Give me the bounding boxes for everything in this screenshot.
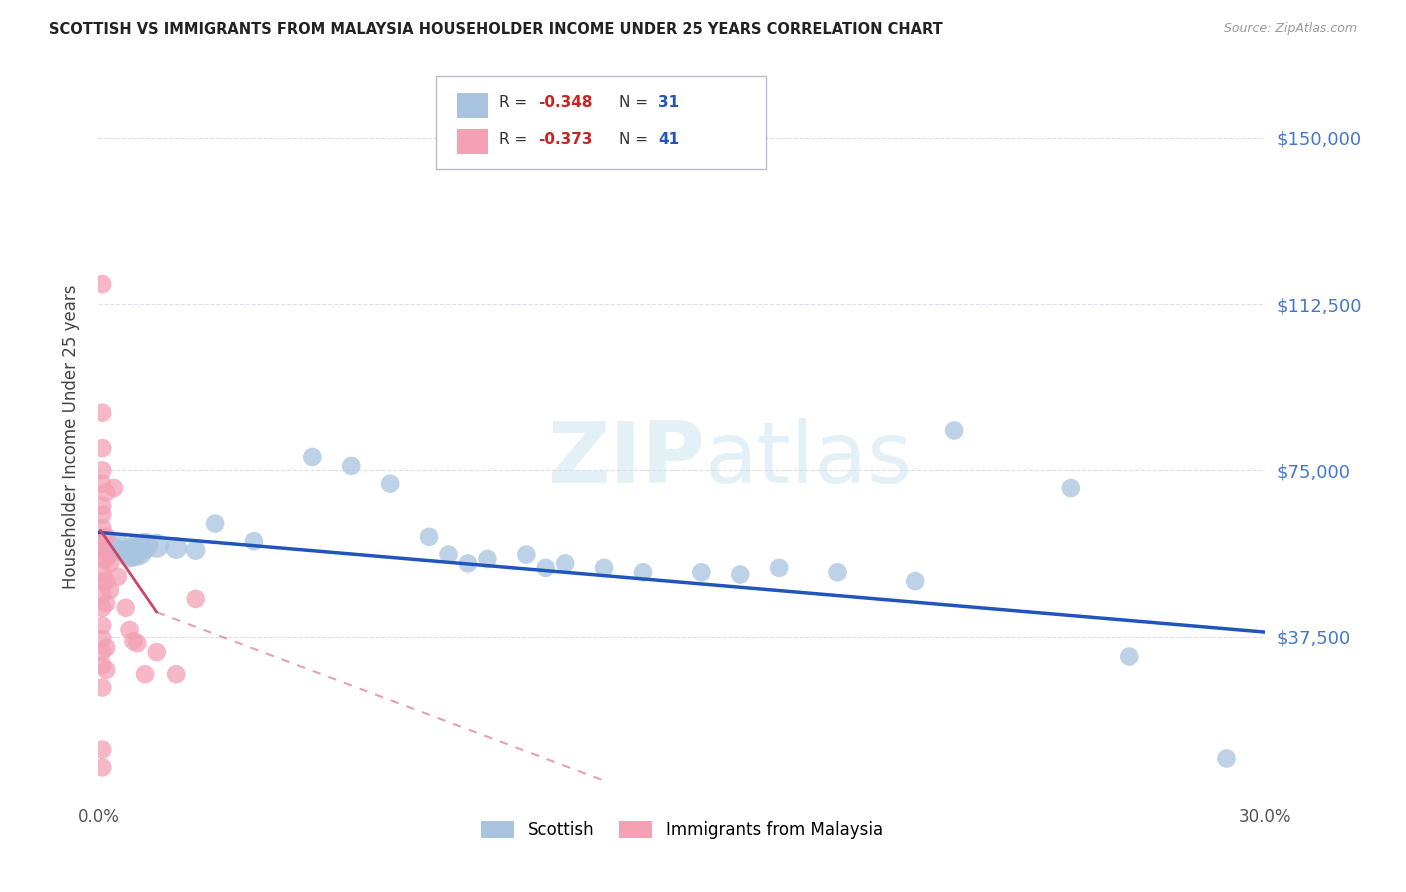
Point [91,499,114,513]
Point [91,277,114,292]
Point [943,424,966,438]
Point [91,587,114,601]
Text: R =: R = [499,132,533,147]
Point [134,667,156,681]
Point [96,596,118,610]
Point [165,667,187,681]
Text: R =: R = [499,95,533,111]
Point [107,536,129,550]
Point [127,543,149,558]
Point [98,548,121,562]
Point [768,561,790,575]
Point [91,574,114,589]
Point [204,516,226,531]
Point [827,566,849,580]
Point [91,539,114,553]
Point [91,476,114,491]
Text: -0.373: -0.373 [538,132,593,147]
Text: atlas: atlas [706,417,914,500]
Point [114,543,136,558]
Point [690,566,713,580]
Text: 31: 31 [658,95,679,111]
Point [301,450,323,464]
Point [437,548,460,562]
Point [96,543,118,558]
Point [91,566,114,580]
Point [122,634,145,648]
Point [111,543,134,558]
Point [146,539,169,553]
Point [380,476,402,491]
Text: SCOTTISH VS IMMIGRANTS FROM MALAYSIA HOUSEHOLDER INCOME UNDER 25 YEARS CORRELATI: SCOTTISH VS IMMIGRANTS FROM MALAYSIA HOU… [49,22,943,37]
Point [243,534,266,549]
Point [98,582,121,597]
Point [165,541,187,555]
Point [631,566,654,580]
Point [91,441,114,455]
Point [91,463,114,477]
Point [515,548,537,562]
Text: N =: N = [619,132,652,147]
Point [91,552,114,566]
Point [91,645,114,659]
Point [457,557,479,571]
Legend: Scottish, Immigrants from Malaysia: Scottish, Immigrants from Malaysia [474,814,890,846]
Text: -0.348: -0.348 [538,95,593,111]
Point [118,623,141,637]
Point [122,545,145,559]
Point [91,508,114,522]
Point [418,530,440,544]
Point [96,640,118,655]
Point [91,521,114,535]
Point [593,561,616,575]
Point [477,552,499,566]
Point [91,543,114,558]
Point [91,534,114,549]
Point [184,543,207,558]
Point [91,742,114,756]
Point [118,548,141,562]
Point [96,552,118,566]
Point [107,570,129,584]
Text: Source: ZipAtlas.com: Source: ZipAtlas.com [1223,22,1357,36]
Point [134,539,156,553]
Point [91,681,114,695]
Point [554,557,576,571]
Point [96,485,118,500]
Point [96,530,118,544]
Text: ZIP: ZIP [547,417,706,500]
Y-axis label: Householder Income Under 25 years: Householder Income Under 25 years [62,285,80,590]
Point [91,760,114,774]
Point [91,600,114,615]
Point [904,574,927,589]
Point [1118,649,1140,664]
Point [114,600,136,615]
Point [1215,751,1237,765]
Point [146,645,169,659]
Text: 41: 41 [658,132,679,147]
Point [96,663,118,677]
Point [91,632,114,646]
Point [103,481,125,495]
Point [103,541,125,555]
Point [91,406,114,420]
Text: N =: N = [619,95,652,111]
Point [534,561,557,575]
Point [1060,481,1083,495]
Point [98,557,121,571]
Point [340,458,363,473]
Point [96,574,118,589]
Point [730,567,752,582]
Point [91,618,114,632]
Point [184,591,207,606]
Point [91,658,114,673]
Point [127,636,149,650]
